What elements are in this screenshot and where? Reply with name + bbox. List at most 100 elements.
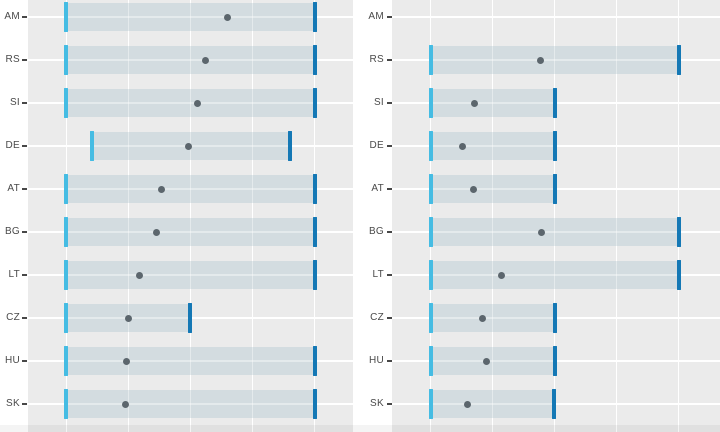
max-tick	[553, 88, 557, 118]
gridline-over-bar-vertical	[251, 0, 254, 432]
point-dot	[497, 271, 505, 279]
y-axis-tick-mark	[22, 145, 27, 147]
point-dot	[469, 185, 477, 193]
point-dot	[121, 400, 129, 408]
min-tick	[429, 346, 433, 376]
y-axis-label: HU	[4, 355, 20, 366]
gridline-over-bar-horizontal	[28, 188, 353, 190]
range-bar	[431, 89, 555, 117]
gridline-over-bar-vertical	[313, 0, 316, 432]
max-tick	[288, 131, 292, 161]
y-axis-label: HU	[368, 355, 384, 366]
min-tick	[64, 88, 68, 118]
range-bar	[431, 218, 679, 246]
y-axis-label: CZ	[6, 312, 20, 323]
major-gridline-vertical	[127, 0, 130, 432]
gridline-over-bar-vertical	[127, 0, 130, 432]
y-axis-label: DE	[5, 140, 20, 151]
min-tick	[64, 45, 68, 75]
facet-panel-left	[28, 0, 353, 432]
y-axis-tick-mark	[387, 188, 392, 190]
y-axis-tick-mark	[22, 102, 27, 104]
min-tick	[429, 174, 433, 204]
min-tick	[429, 131, 433, 161]
major-gridline-vertical	[615, 0, 618, 432]
point-dot	[201, 56, 209, 64]
y-axis-label: AT	[7, 183, 20, 194]
major-gridline-horizontal	[392, 16, 720, 18]
point-dot	[223, 13, 231, 21]
point-dot	[463, 400, 471, 408]
gridline-over-bar-horizontal	[392, 231, 720, 233]
gridline-over-bar-horizontal	[28, 16, 353, 18]
max-tick	[313, 88, 317, 118]
gridline-over-bar-horizontal	[28, 403, 353, 405]
gridline-over-bar-horizontal	[28, 360, 353, 362]
min-tick	[64, 389, 68, 419]
y-axis-tick-mark	[22, 317, 27, 319]
y-axis-tick-mark	[387, 145, 392, 147]
max-tick	[313, 260, 317, 290]
y-axis-label: RS	[369, 54, 384, 65]
gridline-over-bar-vertical	[189, 0, 192, 432]
max-tick	[677, 260, 681, 290]
max-tick	[313, 174, 317, 204]
y-axis-tick-mark	[22, 274, 27, 276]
max-tick	[553, 303, 557, 333]
range-bar	[431, 304, 555, 332]
gridline-over-bar-horizontal	[392, 59, 720, 61]
max-tick	[313, 217, 317, 247]
point-dot	[193, 99, 201, 107]
range-bar	[431, 175, 555, 203]
y-axis-label: DE	[369, 140, 384, 151]
y-axis-label: AT	[371, 183, 384, 194]
max-tick	[677, 217, 681, 247]
point-dot	[152, 228, 160, 236]
gridline-over-bar-horizontal	[28, 274, 353, 276]
y-axis-tick-mark	[22, 231, 27, 233]
y-axis-label: CZ	[370, 312, 384, 323]
max-tick	[313, 346, 317, 376]
max-tick	[313, 389, 317, 419]
range-bar	[66, 261, 315, 289]
min-tick	[64, 2, 68, 32]
gridline-over-bar-horizontal	[392, 274, 720, 276]
min-tick	[429, 389, 433, 419]
y-axis-tick-mark	[387, 274, 392, 276]
y-axis-label: SK	[370, 398, 384, 409]
major-gridline-vertical	[429, 0, 432, 432]
min-tick	[429, 303, 433, 333]
y-axis-tick-mark	[387, 317, 392, 319]
y-axis-label: SK	[6, 398, 20, 409]
point-dot	[122, 357, 130, 365]
y-axis-label: BG	[4, 226, 20, 237]
max-tick	[677, 45, 681, 75]
major-gridline-vertical	[189, 0, 192, 432]
major-gridline-horizontal	[392, 403, 720, 405]
major-gridline-vertical	[65, 0, 68, 432]
min-tick	[429, 88, 433, 118]
y-axis-label: RS	[5, 54, 20, 65]
range-bar	[66, 3, 315, 31]
range-bar	[66, 347, 315, 375]
point-dot	[470, 99, 478, 107]
range-bar	[431, 46, 679, 74]
major-gridline-vertical	[313, 0, 316, 432]
point-dot	[184, 142, 192, 150]
y-axis-tick-mark	[387, 231, 392, 233]
min-tick	[64, 303, 68, 333]
range-bar	[431, 347, 555, 375]
y-axis-label: SI	[9, 97, 20, 108]
major-gridline-vertical	[553, 0, 556, 432]
min-tick	[64, 346, 68, 376]
point-dot	[124, 314, 132, 322]
y-axis-label: SI	[373, 97, 384, 108]
y-axis-tick-mark	[22, 188, 27, 190]
major-gridline-vertical	[491, 0, 494, 432]
range-bar	[66, 46, 315, 74]
min-tick	[64, 217, 68, 247]
y-axis-label: LT	[372, 269, 384, 280]
range-bar	[431, 390, 554, 418]
min-tick	[64, 174, 68, 204]
